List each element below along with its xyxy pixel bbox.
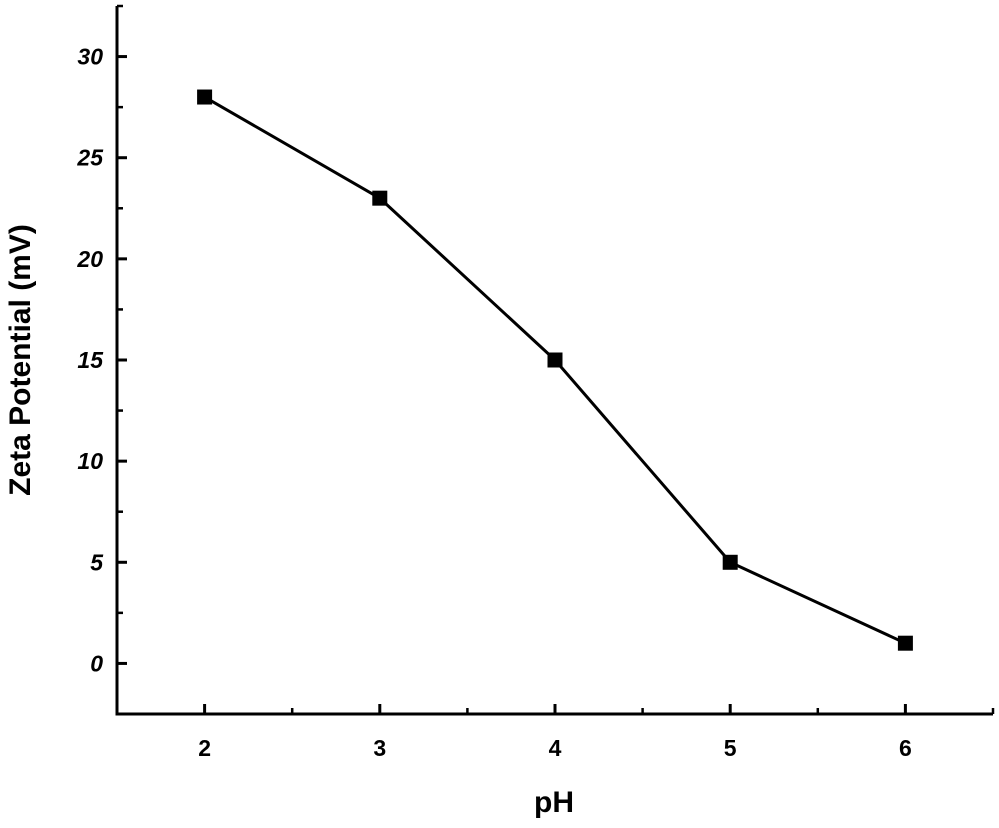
series-line [203,95,907,645]
data-point-marker [372,190,388,206]
plot-area: 0 5 10 15 20 25 30 2 3 4 5 6 [76,4,995,761]
data-point-marker [897,635,913,651]
y-tick-label: 30 [77,44,103,70]
data-point-marker [197,89,213,105]
y-tick-label: 25 [76,145,104,171]
x-axis-title: pH [534,786,574,819]
y-tick-label: 0 [90,650,103,676]
x-tick-label: 3 [373,735,386,761]
y-axis-title: Zeta Potential (mV) [4,224,37,496]
y-tick-label: 15 [77,347,104,373]
x-tick-label: 5 [724,735,737,761]
y-tick-label: 20 [76,246,103,272]
data-point-marker [722,554,738,570]
x-tick-label: 6 [899,735,912,761]
data-point-marker [547,352,563,368]
y-tick-label: 5 [90,549,104,575]
x-tick-label: 4 [549,735,562,761]
x-tick-label: 2 [198,735,211,761]
y-tick-label: 10 [77,448,103,474]
